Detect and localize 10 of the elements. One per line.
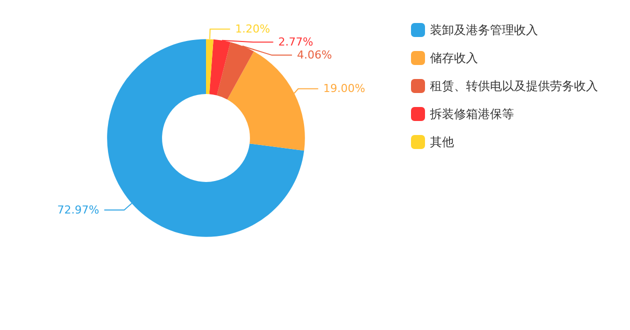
legend-label: 其他: [430, 135, 454, 149]
data-label: 72.97%: [57, 203, 100, 216]
data-label: 2.77%: [278, 36, 314, 49]
legend-label: 拆装修箱港保等: [429, 107, 514, 121]
legend-label: 储存收入: [430, 51, 478, 65]
data-label: 4.06%: [296, 48, 332, 62]
legend-label: 租赁、转供电以及提供劳务收入: [430, 79, 598, 93]
data-label: 19.00%: [323, 82, 366, 96]
legend-label: 装卸及港务管理收入: [430, 23, 538, 37]
data-label: 1.20%: [235, 22, 270, 36]
